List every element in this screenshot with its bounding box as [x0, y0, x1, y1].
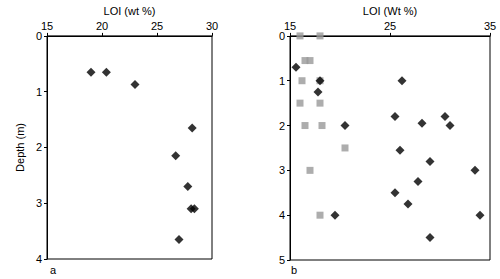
svg-text:25: 25: [151, 20, 163, 32]
svg-text:3: 3: [36, 197, 42, 209]
svg-text:35: 35: [484, 20, 496, 32]
svg-text:LOI (wt %): LOI (wt %): [104, 5, 156, 17]
svg-text:15: 15: [41, 20, 53, 32]
svg-text:15: 15: [284, 20, 296, 32]
svg-text:2: 2: [36, 141, 42, 153]
svg-text:Depth (m): Depth (m): [14, 123, 26, 172]
svg-text:4: 4: [279, 209, 285, 221]
svg-text:25: 25: [384, 20, 396, 32]
svg-text:5: 5: [279, 254, 285, 266]
svg-text:0: 0: [35, 29, 42, 42]
svg-text:1: 1: [36, 86, 42, 98]
svg-text:LOI (Wt %): LOI (Wt %): [363, 5, 417, 17]
svg-text:2: 2: [279, 120, 285, 132]
svg-text:a: a: [50, 264, 57, 276]
svg-text:0: 0: [278, 29, 285, 42]
svg-text:b: b: [291, 264, 297, 276]
svg-text:1: 1: [279, 75, 285, 87]
svg-text:4: 4: [36, 253, 42, 265]
svg-text:3: 3: [279, 164, 285, 176]
svg-text:20: 20: [96, 20, 108, 32]
svg-text:30: 30: [206, 20, 218, 32]
